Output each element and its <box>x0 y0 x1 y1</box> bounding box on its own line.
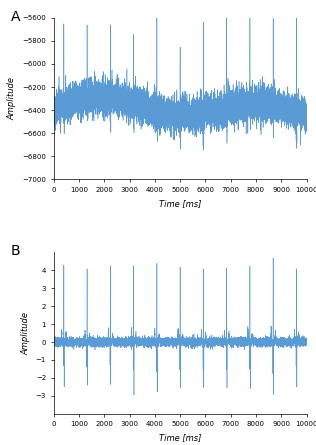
Text: A: A <box>11 10 20 24</box>
Y-axis label: Amplitude: Amplitude <box>21 312 30 355</box>
X-axis label: Time [ms]: Time [ms] <box>159 198 201 208</box>
Y-axis label: Amplitude: Amplitude <box>8 77 17 120</box>
X-axis label: Time [ms]: Time [ms] <box>159 433 201 442</box>
Text: B: B <box>11 244 20 258</box>
